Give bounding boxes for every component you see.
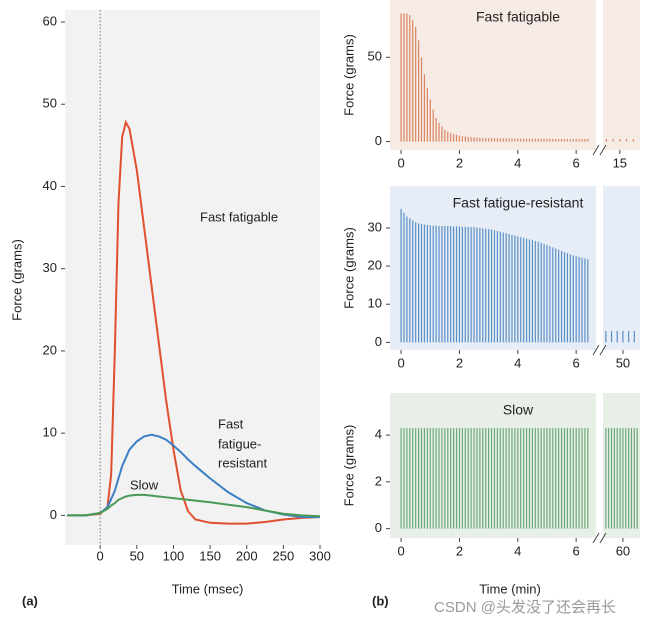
y-tick-label: 50 — [43, 96, 57, 111]
axis-break — [596, 0, 603, 152]
x-tick-label: 4 — [514, 355, 521, 370]
force-curve — [67, 119, 321, 525]
y-tick-label: 10 — [43, 425, 57, 440]
plot-background — [65, 10, 320, 545]
annotation: fatigue- — [218, 436, 261, 451]
y-tick-label: 40 — [43, 178, 57, 193]
x-axis-label: Time (min) — [479, 581, 541, 596]
panel-label: (a) — [22, 593, 38, 608]
x-tick-label: 50 — [616, 355, 630, 370]
x-tick-label: 300 — [309, 548, 331, 563]
break-mark — [592, 144, 600, 156]
y-tick-label: 30 — [368, 219, 382, 234]
break-mark — [592, 532, 600, 544]
y-axis-label: Force (grams) — [341, 227, 356, 309]
break-mark — [599, 144, 607, 156]
x-tick-label: 4 — [514, 155, 521, 170]
y-axis-label: Force (grams) — [341, 34, 356, 116]
break-mark — [599, 344, 607, 356]
x-tick-label: 6 — [573, 355, 580, 370]
x-tick-label: 150 — [199, 548, 221, 563]
x-tick-label: 6 — [573, 543, 580, 558]
y-axis-label: Force (grams) — [9, 239, 24, 321]
watermark: CSDN @头发没了还会再长 — [434, 599, 616, 616]
x-tick-label: 2 — [456, 355, 463, 370]
force-curve — [67, 493, 321, 518]
x-tick-label: 60 — [616, 543, 630, 558]
x-tick-label: 0 — [397, 543, 404, 558]
x-tick-label: 50 — [130, 548, 144, 563]
y-tick-label: 0 — [375, 334, 382, 349]
x-tick-label: 6 — [573, 155, 580, 170]
x-tick-label: 15 — [613, 155, 627, 170]
annotation: Slow — [130, 477, 159, 492]
annotation: Fast fatigable — [200, 209, 278, 224]
y-tick-label: 10 — [368, 296, 382, 311]
annotation: Fast — [218, 416, 244, 431]
annotation: resistant — [218, 455, 268, 470]
y-tick-label: 20 — [368, 258, 382, 273]
x-tick-label: 2 — [456, 543, 463, 558]
y-axis-label: Force (grams) — [341, 425, 356, 507]
break-mark — [592, 344, 600, 356]
chart-title: Slow — [503, 402, 534, 418]
panel-label: (b) — [372, 593, 389, 608]
y-tick-label: 60 — [43, 13, 57, 28]
x-tick-label: 250 — [273, 548, 295, 563]
break-mark — [599, 532, 607, 544]
x-axis-label: Time (msec) — [172, 581, 244, 596]
x-tick-label: 0 — [397, 355, 404, 370]
y-tick-label: 0 — [375, 133, 382, 148]
x-tick-label: 0 — [97, 548, 104, 563]
x-tick-label: 2 — [456, 155, 463, 170]
axis-break — [596, 393, 603, 540]
x-tick-label: 4 — [514, 543, 521, 558]
x-tick-label: 200 — [236, 548, 258, 563]
y-tick-label: 50 — [368, 49, 382, 64]
y-tick-label: 4 — [375, 427, 382, 442]
axis-break — [596, 186, 603, 352]
force-curve — [67, 433, 320, 519]
y-tick-label: 0 — [375, 520, 382, 535]
x-tick-label: 100 — [163, 548, 185, 563]
y-tick-label: 2 — [375, 473, 382, 488]
y-tick-label: 0 — [50, 507, 57, 522]
chart-title: Fast fatigue-resistant — [453, 195, 584, 211]
y-tick-label: 20 — [43, 342, 57, 357]
chart-title: Fast fatigable — [476, 9, 560, 25]
x-tick-label: 0 — [397, 155, 404, 170]
y-tick-label: 30 — [43, 260, 57, 275]
